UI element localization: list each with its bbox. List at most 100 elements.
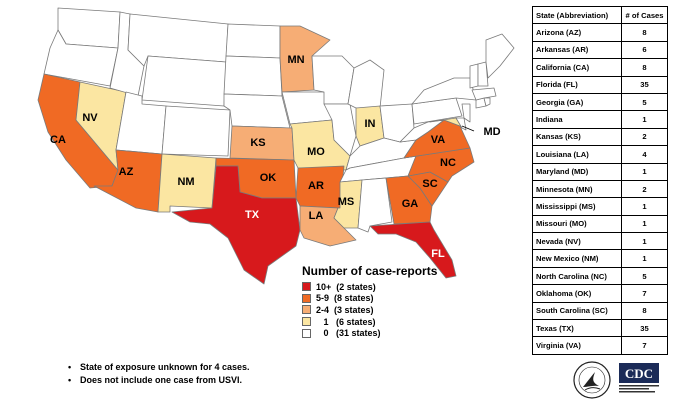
state-nj: [461, 103, 471, 123]
state-co: [161, 105, 231, 157]
case-count-cell: 1: [621, 162, 668, 181]
state-fl: [369, 221, 457, 279]
state-me: [485, 33, 515, 79]
case-count-cell: 6: [621, 40, 668, 60]
case-count-cell: 2: [621, 179, 668, 199]
state-name-cell: Oklahoma (OK): [532, 284, 622, 303]
case-count-cell: 1: [621, 232, 668, 251]
case-count-cell: 1: [621, 197, 668, 216]
state-nh: [477, 61, 489, 87]
legend-swatch: [302, 293, 311, 303]
state-tx: [171, 165, 301, 285]
state-label-ca: CA: [50, 134, 66, 146]
state-label-md: MD: [483, 126, 500, 138]
state-nc: [403, 147, 475, 183]
state-name-cell: Texas (TX): [532, 319, 622, 338]
header-cases: # of Cases: [621, 5, 668, 25]
state-label-fl: FL: [431, 248, 445, 260]
case-count-cell: 5: [621, 266, 668, 286]
legend-swatch: [302, 317, 311, 327]
state-label-in: IN: [365, 118, 376, 130]
state-label-va: VA: [431, 134, 446, 146]
cases-table-header-row: State (Abbreviation) # of Cases: [532, 5, 668, 25]
case-count-cell: 4: [621, 145, 668, 164]
state-name-cell: Virginia (VA): [532, 336, 622, 355]
state-name-cell: Mississippi (MS): [532, 197, 622, 216]
table-row: Indiana 1: [532, 110, 668, 129]
state-label-mn: MN: [287, 54, 304, 66]
state-label-sc: SC: [422, 178, 437, 190]
case-count-cell: 8: [621, 301, 668, 321]
state-sd: [223, 55, 283, 97]
state-name-cell: Arizona (AZ): [532, 23, 622, 42]
legend-swatch: [302, 305, 311, 315]
state-ri: [483, 97, 491, 107]
table-row: Florida (FL) 35: [532, 75, 668, 94]
legend-item: 0 (31 states): [302, 327, 482, 339]
state-label-az: AZ: [119, 166, 134, 178]
cases-table: State (Abbreviation) # of Cases Arizona …: [532, 5, 668, 355]
case-count-cell: 7: [621, 284, 668, 303]
case-count-cell: 1: [621, 249, 668, 268]
state-shapes: [37, 7, 515, 285]
cases-table-body: Arizona (AZ) 8 Arkansas (AR) 6 California (C…: [532, 23, 668, 355]
case-count-cell: 5: [621, 92, 668, 112]
case-count-cell: 8: [621, 58, 668, 77]
state-label-ga: GA: [402, 198, 419, 210]
state-label-nc: NC: [440, 157, 456, 169]
state-label-nv: NV: [82, 112, 98, 124]
table-row: South Carolina (SC) 8: [532, 301, 668, 321]
footnotes: State of exposure unknown for 4 cases. D…: [68, 362, 250, 388]
state-label-ks: KS: [250, 137, 265, 149]
table-row: California (CA) 8: [532, 58, 668, 77]
case-count-cell: 35: [621, 75, 668, 94]
legend-label: 10+ (2 states): [316, 281, 376, 292]
table-row: Minnesota (MN) 2: [532, 179, 668, 199]
case-count-cell: 2: [621, 127, 668, 147]
legend-items: 10+ (2 states) 5-9 (8 states) 2-4 (3 state…: [302, 281, 482, 339]
case-count-cell: 1: [621, 110, 668, 129]
case-count-cell: 7: [621, 336, 668, 355]
state-name-cell: Maryland (MD): [532, 162, 622, 181]
legend-swatch: [302, 328, 311, 338]
header-state: State (Abbreviation): [532, 5, 622, 25]
state-ne: [223, 93, 291, 129]
footnote-item: State of exposure unknown for 4 cases.: [68, 362, 250, 372]
state-nd: [225, 23, 281, 59]
state-name-cell: New Mexico (NM): [532, 249, 622, 268]
legend-label: 0 (31 states): [316, 328, 381, 339]
legend-swatch: [302, 282, 311, 292]
table-row: Missouri (MO) 1: [532, 214, 668, 234]
case-count-cell: 35: [621, 319, 668, 338]
state-name-cell: Georgia (GA): [532, 92, 622, 112]
state-label-ok: OK: [260, 172, 277, 184]
state-name-cell: California (CA): [532, 58, 622, 77]
legend-title: Number of case-reports: [302, 264, 438, 278]
cdc-logo-text: CDC: [625, 366, 653, 381]
table-row: Arizona (AZ) 8: [532, 23, 668, 42]
state-label-ms: MS: [338, 196, 355, 208]
legend-label: 1 (6 states): [316, 316, 376, 327]
legend-item: 1 (6 states): [302, 316, 482, 328]
legend-item: 10+ (2 states): [302, 281, 482, 293]
state-ma: [471, 87, 497, 101]
state-label-nm: NM: [177, 176, 194, 188]
legend-label: 2-4 (3 states): [316, 304, 374, 315]
case-count-cell: 8: [621, 23, 668, 42]
md-label-leader: [461, 125, 475, 132]
table-row: Kansas (KS) 2: [532, 127, 668, 147]
state-name-cell: South Carolina (SC): [532, 301, 622, 321]
state-wy: [141, 55, 227, 107]
map-legend: Number of case-reports 10+ (2 states) 5-9…: [302, 264, 482, 339]
legend-item: 2-4 (3 states): [302, 304, 482, 316]
state-name-cell: Indiana: [532, 110, 622, 129]
state-name-cell: Minnesota (MN): [532, 179, 622, 199]
legend-item: 5-9 (8 states): [302, 293, 482, 305]
table-row: Nevada (NV) 1: [532, 232, 668, 251]
hhs-seal-icon: [573, 361, 611, 399]
table-row: Texas (TX) 35: [532, 319, 668, 338]
table-row: North Carolina (NC) 5: [532, 266, 668, 286]
table-row: Mississippi (MS) 1: [532, 197, 668, 216]
